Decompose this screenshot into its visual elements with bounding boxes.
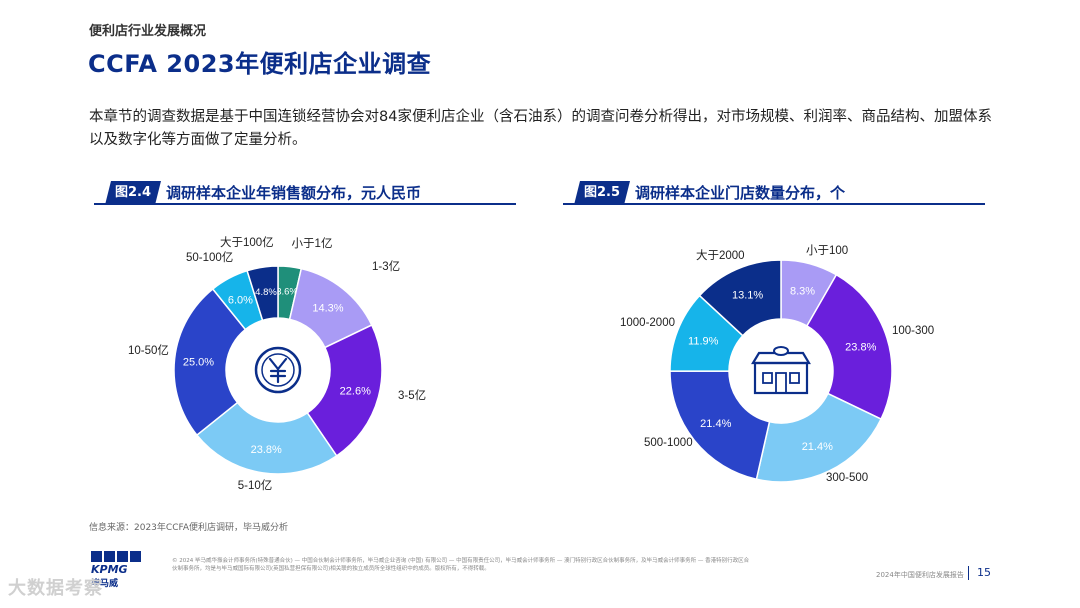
category-label: 5-10亿 [238, 479, 273, 492]
data-label: 13.1% [732, 289, 763, 301]
data-label: 11.9% [688, 336, 719, 348]
figure-title: 调研样本企业门店数量分布，个 [635, 184, 846, 202]
pie-slice [306, 324, 383, 457]
figure-rule [94, 203, 516, 205]
category-label: 大于100亿 [220, 235, 274, 249]
category-label: 1-3亿 [372, 260, 400, 273]
data-label: 23.8% [845, 341, 876, 353]
source-note: 信息来源：2023年CCFA便利店调研，毕马威分析 [89, 523, 288, 533]
category-label: 500-1000 [644, 437, 693, 449]
category-label: 3-5亿 [398, 389, 426, 402]
figure-title: 调研样本企业年销售额分布，元人民币 [166, 184, 422, 202]
report-name: 2024年中国便利店发展报告 [876, 571, 964, 579]
pie-slice [805, 273, 893, 421]
kpmg-logo: KPMG 毕马威 [91, 551, 141, 589]
category-label: 100-300 [892, 325, 934, 337]
pie-slice [669, 370, 771, 481]
category-label: 小于1亿 [292, 237, 333, 250]
data-label: 23.8% [251, 444, 282, 456]
disclaimer: © 2024 毕马威华振会计师事务所(特殊普通合伙) — 中国合伙制会计师事务所… [172, 558, 750, 572]
category-label: 1000-2000 [620, 317, 675, 329]
data-label: 22.6% [340, 386, 371, 398]
data-label: 21.4% [802, 441, 833, 453]
data-label: 14.3% [312, 303, 343, 315]
section-label: 便利店行业发展概况 [89, 24, 207, 39]
data-label: 6.0% [228, 294, 253, 306]
yuan-coin-icon [254, 346, 302, 394]
intro-paragraph: 本章节的调查数据是基于中国连锁经营协会对84家便利店企业（含石油系）的调查问卷分… [89, 109, 992, 148]
category-label: 10-50亿 [128, 344, 169, 357]
pie-slice [246, 265, 279, 322]
data-label: 8.3% [790, 285, 815, 297]
data-label: 25.0% [183, 356, 214, 368]
category-label: 300-500 [826, 472, 868, 484]
data-label: 4.8% [255, 287, 277, 298]
pie-slice [195, 401, 338, 475]
page-separator [968, 566, 969, 580]
pie-slice [173, 287, 247, 437]
watermark: 大数据考察 [8, 578, 103, 599]
pie-slice [755, 392, 883, 483]
page-number: 15 [977, 566, 991, 579]
figure-2-5-header: 图2.5 调研样本企业门店数量分布，个 [563, 181, 985, 205]
data-label: 3.6% [276, 287, 298, 298]
data-label: 21.4% [700, 418, 731, 430]
category-label: 大于2000 [696, 248, 745, 262]
category-label: 小于100 [806, 244, 848, 257]
pie-slice [698, 259, 782, 337]
category-label: 50-100亿 [186, 251, 233, 264]
page-title: CCFA 2023年便利店企业调查 [88, 50, 432, 78]
figure-2-4-header: 图2.4 调研样本企业年销售额分布，元人民币 [94, 181, 516, 205]
store-icon [751, 346, 811, 395]
figure-rule [563, 203, 985, 205]
